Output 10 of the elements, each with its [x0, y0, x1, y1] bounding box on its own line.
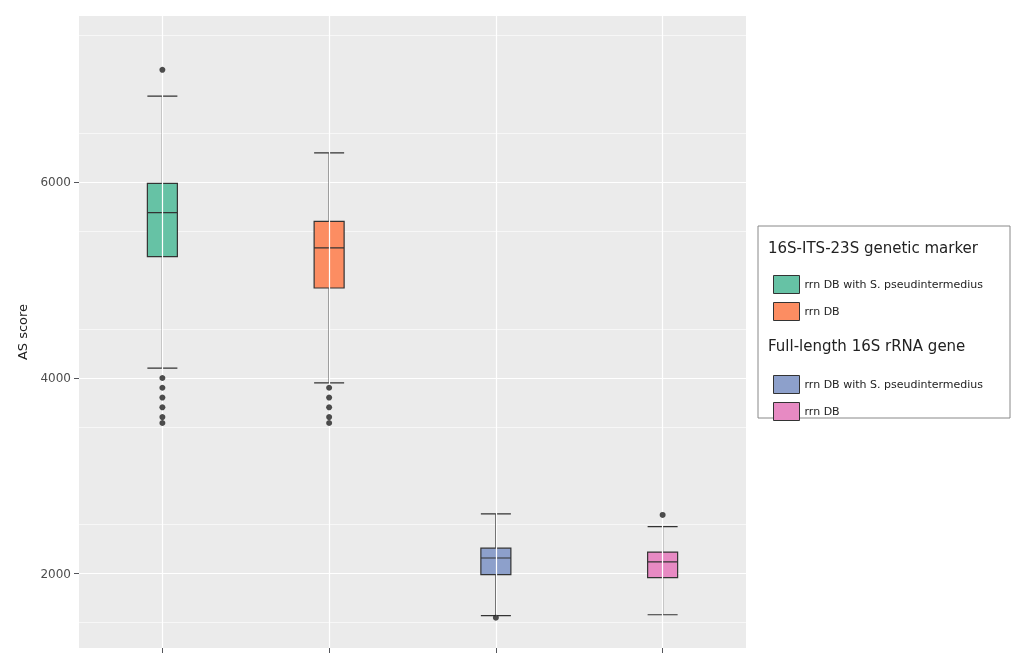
y-tick-label: 4000	[40, 370, 71, 385]
legend-label: rrn DB with S. pseudintermedius	[804, 278, 984, 291]
y-tick-label: 2000	[40, 566, 71, 581]
legend-label: rrn DB	[804, 405, 840, 418]
text: Full-length 16S rRNA gene	[768, 336, 966, 355]
y-axis-title: AS score	[15, 303, 30, 361]
legend-title: 16S-ITS-23S genetic marker	[768, 238, 979, 257]
legend-label: rrn DB with S. pseudintermedius	[804, 378, 984, 391]
legend-label: rrn DB	[804, 305, 840, 318]
y-tick-label: 6000	[40, 175, 71, 190]
